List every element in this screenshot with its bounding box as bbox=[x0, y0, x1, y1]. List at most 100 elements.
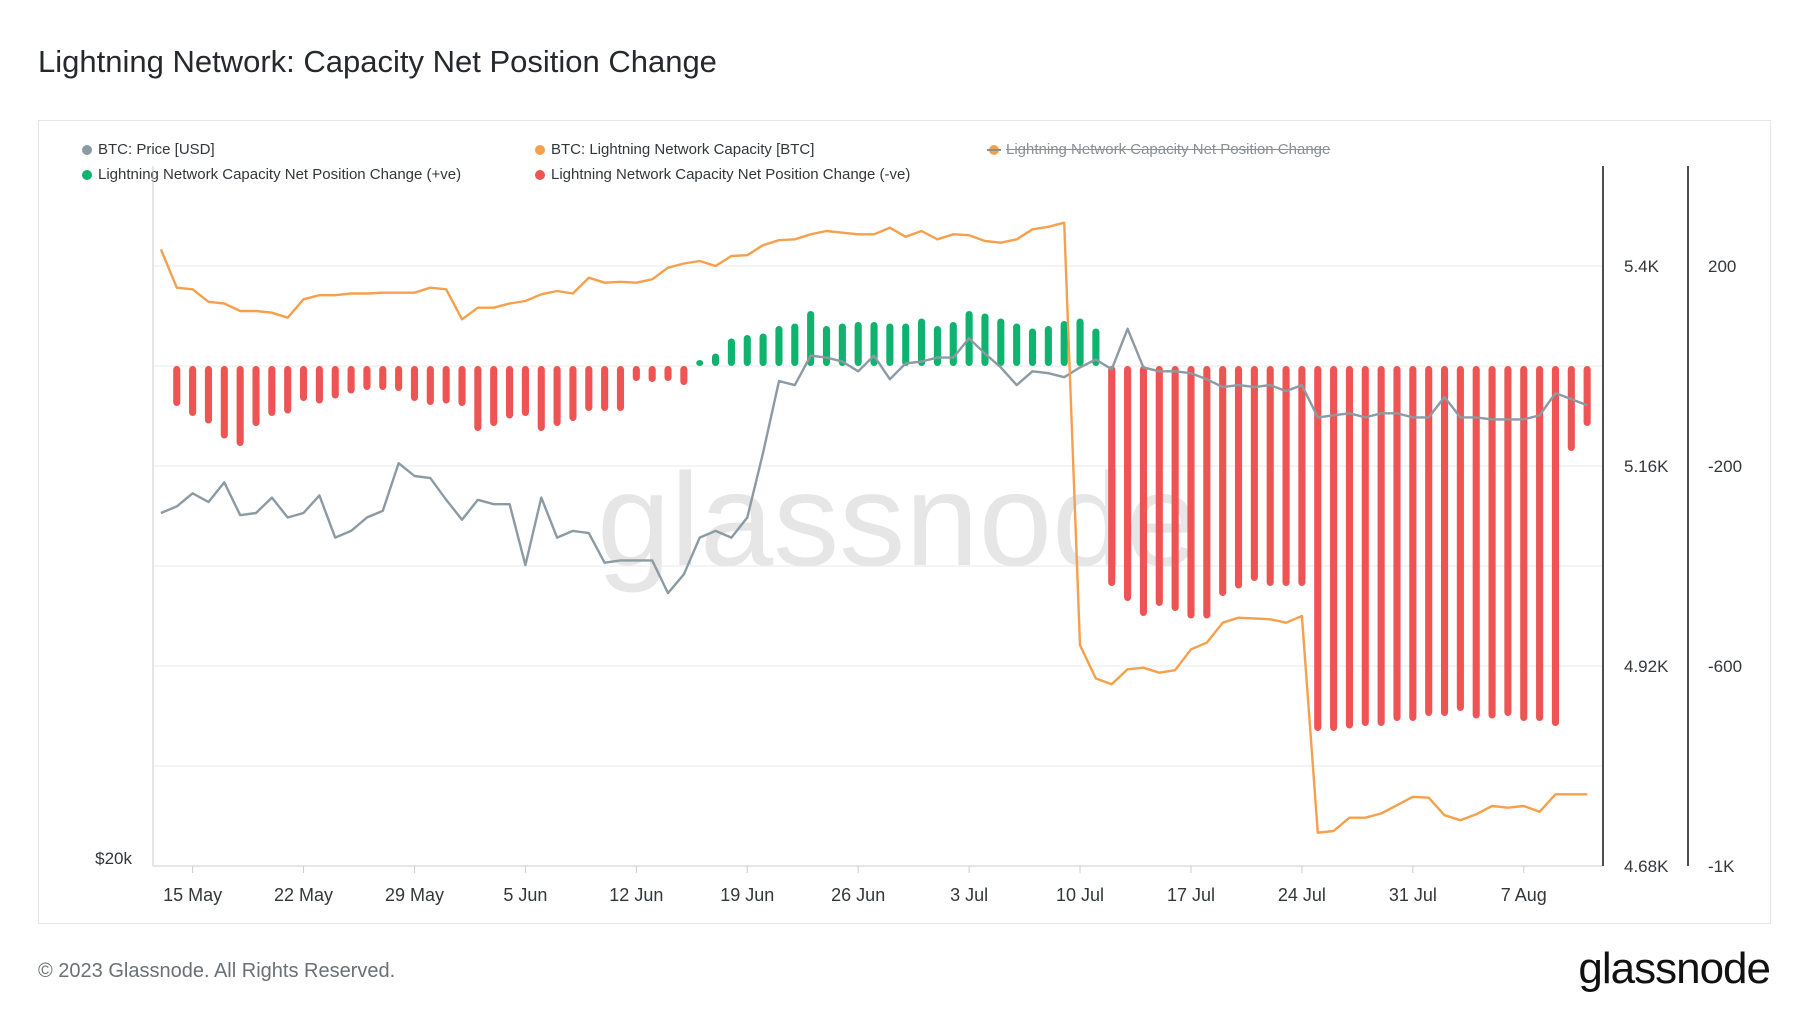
price-axis-label: $20k bbox=[95, 849, 132, 868]
net-change-bar-negative bbox=[426, 366, 434, 405]
net-change-bar-negative bbox=[1440, 366, 1449, 716]
net-change-bar-positive bbox=[886, 323, 894, 366]
net-change-bar-negative bbox=[1472, 366, 1480, 719]
legend-dot bbox=[535, 144, 545, 155]
net-change-bar-negative bbox=[363, 366, 371, 390]
net-change-bar-negative bbox=[189, 366, 197, 416]
x-tick-label: 22 May bbox=[274, 885, 333, 905]
net-change-bar-negative bbox=[680, 366, 688, 385]
net-change-bar-negative bbox=[236, 366, 244, 446]
net-change-bar-negative bbox=[569, 366, 577, 421]
legend-item-net-change-negative[interactable]: Lightning Network Capacity Net Position … bbox=[535, 166, 910, 183]
net-change-bar-positive bbox=[870, 322, 878, 366]
net-change-bar-negative bbox=[1266, 366, 1274, 586]
x-tick-label: 15 May bbox=[163, 885, 222, 905]
net-change-bar-positive bbox=[712, 353, 720, 366]
net-change-bar-negative bbox=[379, 366, 387, 390]
legend-dot bbox=[535, 169, 545, 180]
legend-label: Lightning Network Capacity Net Position … bbox=[1006, 141, 1331, 158]
net-change-bar-negative bbox=[537, 366, 545, 431]
x-tick-label: 26 Jun bbox=[831, 885, 885, 905]
page-title: Lightning Network: Capacity Net Position… bbox=[38, 44, 717, 79]
net-change-bar-positive bbox=[822, 326, 831, 366]
net-change-bar-negative bbox=[1314, 366, 1322, 731]
net-change-bar-negative bbox=[1504, 366, 1512, 716]
x-tick-label: 5 Jun bbox=[503, 885, 547, 905]
net-change-axis-label: -1K bbox=[1708, 857, 1735, 876]
legend-label: BTC: Price [USD] bbox=[98, 141, 215, 158]
net-change-bar-negative bbox=[490, 366, 498, 426]
net-change-bar-negative bbox=[347, 366, 355, 394]
net-change-bar-negative bbox=[1219, 366, 1227, 596]
capacity-line bbox=[159, 221, 1588, 834]
capacity-axis-label: 5.16K bbox=[1624, 457, 1669, 476]
net-change-bar-positive bbox=[759, 333, 767, 366]
net-change-bar-positive bbox=[838, 323, 846, 366]
net-change-bar-negative bbox=[268, 366, 276, 416]
net-change-bar-negative bbox=[1250, 366, 1258, 581]
net-change-bar-negative bbox=[1139, 366, 1148, 616]
x-tick-label: 24 Jul bbox=[1278, 885, 1326, 905]
net-change-bar-positive bbox=[807, 311, 815, 366]
x-tick-label: 10 Jul bbox=[1056, 885, 1104, 905]
net-change-bar-negative bbox=[1345, 366, 1354, 729]
net-change-bar-positive bbox=[902, 323, 910, 366]
net-change-bar-negative bbox=[585, 366, 593, 411]
legend-item-price[interactable]: BTC: Price [USD] bbox=[82, 141, 215, 158]
net-change-bar-negative bbox=[1377, 366, 1385, 726]
net-change-bar-negative bbox=[458, 366, 466, 406]
net-change-bar-negative bbox=[1551, 366, 1560, 726]
legend-item-net-change[interactable]: Lightning Network Capacity Net Position … bbox=[987, 141, 1331, 158]
x-tick-label: 19 Jun bbox=[720, 885, 774, 905]
x-tick-label: 29 May bbox=[385, 885, 444, 905]
net-change-bar-negative bbox=[395, 366, 403, 391]
x-tick-label: 31 Jul bbox=[1389, 885, 1437, 905]
net-change-bar-negative bbox=[601, 366, 609, 411]
net-change-bar-negative bbox=[1361, 366, 1369, 726]
net-change-bar-negative bbox=[442, 366, 450, 404]
net-change-bar-negative bbox=[252, 366, 260, 426]
net-change-bar-negative bbox=[1203, 366, 1211, 619]
glassnode-logo: glassnode bbox=[1578, 944, 1771, 993]
capacity-axis-label: 4.92K bbox=[1624, 657, 1669, 676]
net-change-bar-negative bbox=[1583, 366, 1591, 426]
net-change-bar-negative bbox=[1456, 366, 1464, 711]
net-change-bar-positive bbox=[918, 318, 926, 366]
legend-dot bbox=[82, 144, 92, 155]
net-change-bar-positive bbox=[1044, 326, 1052, 366]
net-change-bar-negative bbox=[1155, 366, 1163, 606]
capacity-axis-label: 5.4K bbox=[1624, 257, 1660, 276]
legend-item-net-change-positive[interactable]: Lightning Network Capacity Net Position … bbox=[82, 166, 461, 183]
legend-item-capacity[interactable]: BTC: Lightning Network Capacity [BTC] bbox=[535, 141, 814, 158]
net-change-bar-negative bbox=[632, 366, 640, 381]
net-change-bar-negative bbox=[1298, 366, 1306, 586]
net-change-bar-negative bbox=[315, 366, 323, 404]
x-tick-label: 7 Aug bbox=[1501, 885, 1547, 905]
watermark: glassnode bbox=[597, 446, 1199, 593]
net-change-bar-negative bbox=[299, 366, 308, 401]
net-change-bar-negative bbox=[173, 366, 181, 406]
net-change-bar-positive bbox=[1028, 328, 1037, 366]
legend-marker-disabled bbox=[987, 144, 1001, 155]
net-change-bar-negative bbox=[1567, 366, 1575, 451]
net-change-bar-positive bbox=[981, 313, 989, 366]
net-change-axis-label: -200 bbox=[1708, 457, 1742, 476]
net-change-bar-negative bbox=[331, 366, 339, 399]
net-change-bar-negative bbox=[505, 366, 514, 419]
capacity-axis-label: 4.68K bbox=[1624, 857, 1669, 876]
legend-label: BTC: Lightning Network Capacity [BTC] bbox=[551, 141, 815, 158]
net-change-bar-positive bbox=[1013, 323, 1021, 366]
net-change-bar-negative bbox=[410, 366, 419, 401]
net-change-axis-label: 200 bbox=[1708, 257, 1736, 276]
legend-dot bbox=[82, 169, 92, 180]
x-tick-label: 3 Jul bbox=[950, 885, 988, 905]
net-change-bar-negative bbox=[1520, 366, 1528, 721]
net-change-bar-negative bbox=[1282, 366, 1290, 586]
net-change-bar-negative bbox=[204, 366, 213, 424]
net-change-bar-positive bbox=[1076, 318, 1084, 366]
x-tick-label: 12 Jun bbox=[609, 885, 663, 905]
net-change-bar-negative bbox=[474, 366, 482, 431]
net-change-bar-positive bbox=[696, 360, 704, 366]
x-tick-label: 17 Jul bbox=[1167, 885, 1215, 905]
